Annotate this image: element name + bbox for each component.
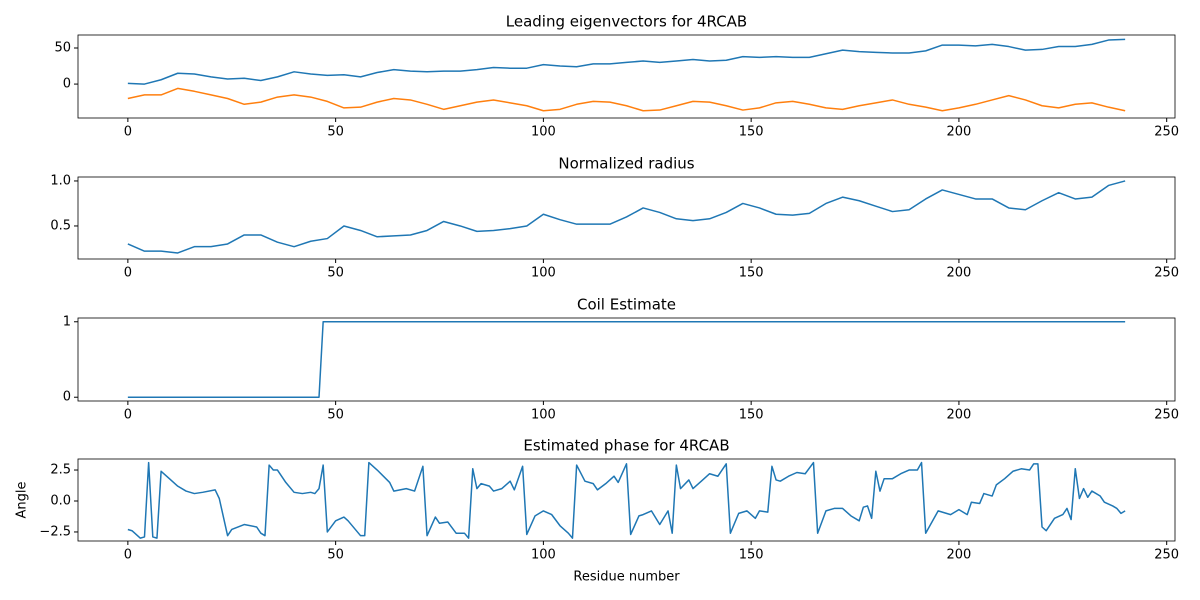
x-tick-label: 200 <box>947 266 972 281</box>
line-series <box>127 461 1126 539</box>
x-tick-label: 250 <box>1154 125 1179 140</box>
x-tick-label: 150 <box>739 266 764 281</box>
x-tick-label: 250 <box>1154 408 1179 423</box>
subplot-title: Coil Estimate <box>577 296 676 314</box>
y-tick-label: 0 <box>63 77 71 92</box>
subplot-title: Normalized radius <box>558 155 694 173</box>
x-tick-label: 0 <box>124 548 132 563</box>
y-tick-label: 0 <box>63 390 71 405</box>
y-tick-label: 0.5 <box>50 218 71 233</box>
axes-frame <box>77 34 1176 119</box>
x-tick-label: 100 <box>531 125 556 140</box>
y-tick-label: 0.0 <box>50 493 71 508</box>
y-tick-label: −2.5 <box>39 524 71 539</box>
x-tick-label: 50 <box>327 408 344 423</box>
axes-frame <box>77 458 1176 542</box>
x-tick-label: 150 <box>739 125 764 140</box>
x-tick-label: 250 <box>1154 548 1179 563</box>
line-series <box>127 180 1126 254</box>
line-series <box>127 321 1126 398</box>
x-tick-label: 250 <box>1154 266 1179 281</box>
x-tick-label: 200 <box>947 125 972 140</box>
x-tick-label: 50 <box>327 548 344 563</box>
x-tick-label: 50 <box>327 125 344 140</box>
y-tick-label: 50 <box>54 40 71 55</box>
x-tick-label: 200 <box>947 548 972 563</box>
x-tick-label: 150 <box>739 548 764 563</box>
x-axis-label: Residue number <box>573 570 680 585</box>
subplot-title: Leading eigenvectors for 4RCAB <box>506 13 747 31</box>
axes-frame <box>77 317 1176 402</box>
line-series <box>127 38 1126 85</box>
y-tick-label: 1 <box>63 314 71 329</box>
x-tick-label: 100 <box>531 548 556 563</box>
x-tick-label: 0 <box>124 408 132 423</box>
x-tick-label: 150 <box>739 408 764 423</box>
line-series <box>127 87 1126 112</box>
x-tick-label: 0 <box>124 266 132 281</box>
x-tick-label: 0 <box>124 125 132 140</box>
x-tick-label: 200 <box>947 408 972 423</box>
subplot-title: Estimated phase for 4RCAB <box>523 437 729 455</box>
y-axis-label: Angle <box>15 482 30 519</box>
x-tick-label: 100 <box>531 266 556 281</box>
y-tick-label: 2.5 <box>50 463 71 478</box>
x-tick-label: 50 <box>327 266 344 281</box>
x-tick-label: 100 <box>531 408 556 423</box>
axes-frame <box>77 176 1176 260</box>
y-tick-label: 1.0 <box>50 173 71 188</box>
